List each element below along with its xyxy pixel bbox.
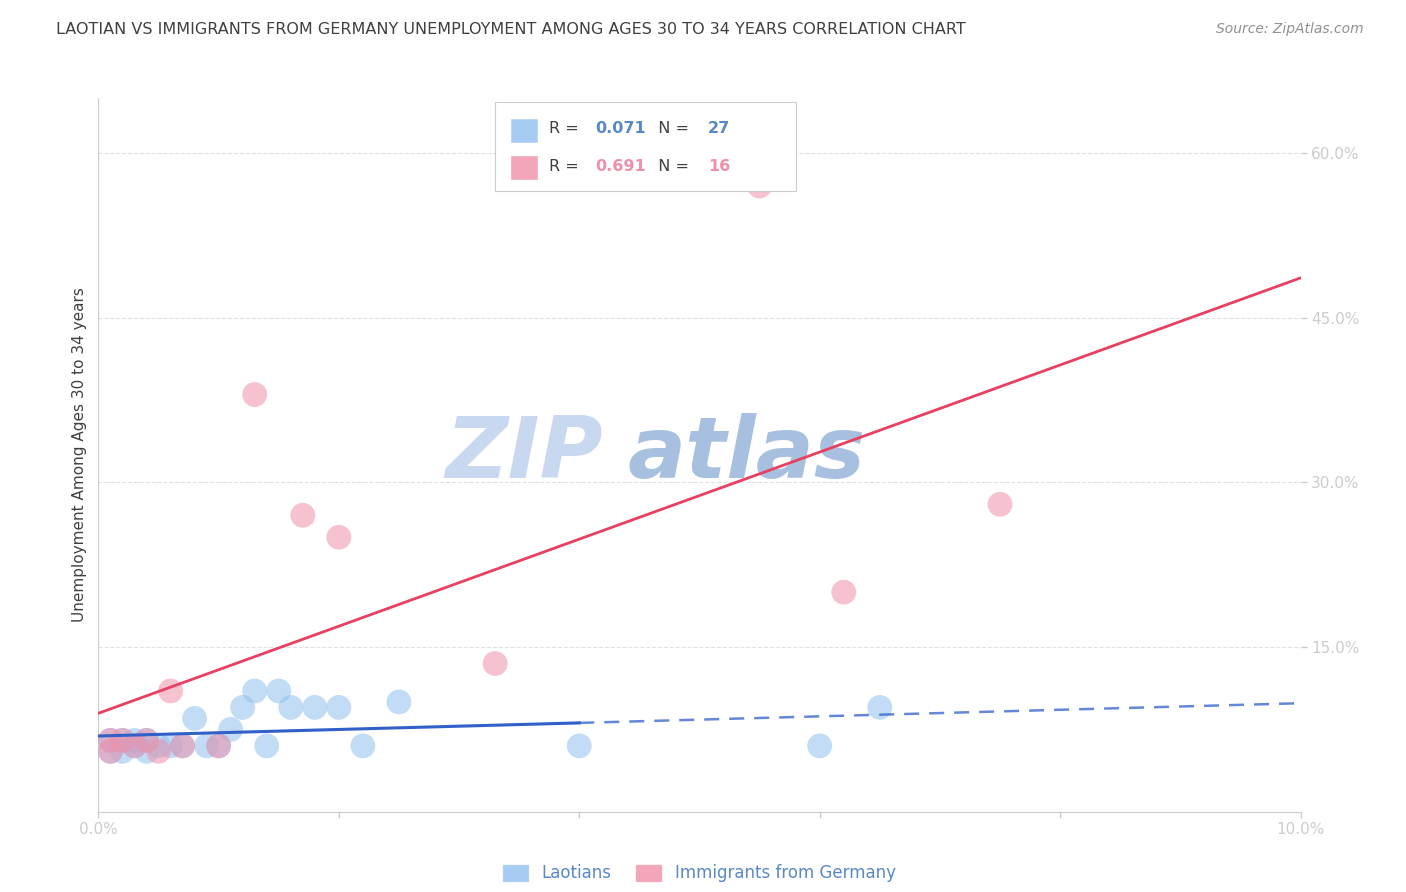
- Point: [232, 700, 254, 714]
- FancyBboxPatch shape: [510, 120, 537, 142]
- Text: N =: N =: [648, 120, 695, 136]
- Point: [869, 700, 891, 714]
- Point: [267, 684, 290, 698]
- Text: ZIP: ZIP: [446, 413, 603, 497]
- Point: [280, 700, 302, 714]
- Y-axis label: Unemployment Among Ages 30 to 34 years: Unemployment Among Ages 30 to 34 years: [72, 287, 87, 623]
- Point: [291, 508, 314, 523]
- Point: [195, 739, 218, 753]
- Point: [208, 739, 231, 753]
- Point: [124, 739, 146, 753]
- Point: [808, 739, 831, 753]
- Point: [100, 733, 122, 747]
- Point: [388, 695, 411, 709]
- Point: [484, 657, 506, 671]
- Point: [124, 739, 146, 753]
- Point: [219, 723, 242, 737]
- Point: [148, 744, 170, 758]
- Text: N =: N =: [648, 160, 695, 174]
- Point: [988, 497, 1011, 511]
- Point: [135, 733, 157, 747]
- Point: [172, 739, 194, 753]
- Point: [748, 178, 770, 193]
- Legend: Laotians, Immigrants from Germany: Laotians, Immigrants from Germany: [496, 858, 903, 889]
- Point: [100, 733, 122, 747]
- Text: 0.071: 0.071: [595, 120, 645, 136]
- Point: [159, 684, 181, 698]
- Text: 27: 27: [707, 120, 730, 136]
- FancyBboxPatch shape: [495, 102, 796, 191]
- Point: [124, 733, 146, 747]
- Text: atlas: atlas: [627, 413, 866, 497]
- Point: [328, 530, 350, 544]
- Point: [243, 387, 266, 401]
- Point: [148, 739, 170, 753]
- Point: [832, 585, 855, 599]
- Text: R =: R =: [550, 160, 583, 174]
- Point: [135, 744, 157, 758]
- Point: [172, 739, 194, 753]
- Point: [243, 684, 266, 698]
- Point: [100, 744, 122, 758]
- Point: [568, 739, 591, 753]
- Text: 16: 16: [707, 160, 730, 174]
- Point: [352, 739, 374, 753]
- Text: Source: ZipAtlas.com: Source: ZipAtlas.com: [1216, 22, 1364, 37]
- Point: [135, 733, 157, 747]
- Point: [183, 711, 205, 725]
- Text: 0.691: 0.691: [595, 160, 645, 174]
- Text: LAOTIAN VS IMMIGRANTS FROM GERMANY UNEMPLOYMENT AMONG AGES 30 TO 34 YEARS CORREL: LAOTIAN VS IMMIGRANTS FROM GERMANY UNEMP…: [56, 22, 966, 37]
- Point: [159, 739, 181, 753]
- Point: [304, 700, 326, 714]
- Text: R =: R =: [550, 120, 583, 136]
- Point: [111, 733, 134, 747]
- FancyBboxPatch shape: [510, 156, 537, 179]
- Point: [111, 744, 134, 758]
- Point: [208, 739, 231, 753]
- Point: [100, 744, 122, 758]
- Point: [111, 733, 134, 747]
- Point: [256, 739, 278, 753]
- Point: [328, 700, 350, 714]
